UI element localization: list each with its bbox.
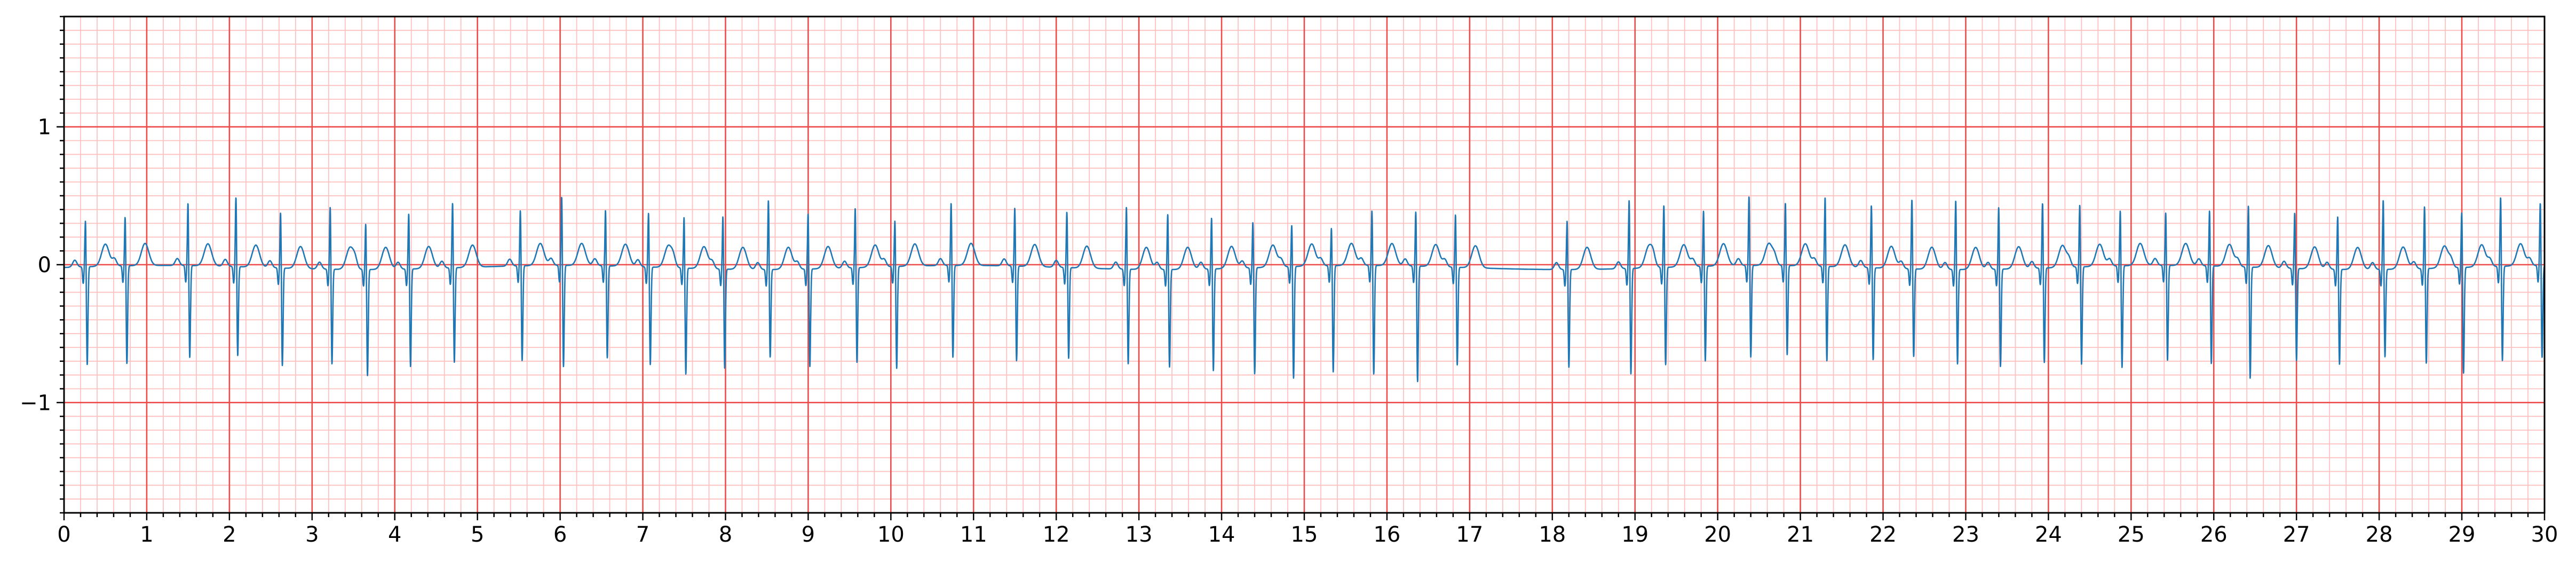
x-tick-label: 28 — [2366, 522, 2393, 547]
x-tick-label: 8 — [719, 522, 732, 547]
x-tick-label: 13 — [1125, 522, 1153, 547]
x-tick-label: 17 — [1456, 522, 1483, 547]
x-tick-label: 15 — [1291, 522, 1318, 547]
x-tick-label: 0 — [57, 522, 70, 547]
y-tick-label: 1 — [38, 115, 51, 140]
y-tick-label: 0 — [38, 253, 51, 277]
ecg-trace — [64, 196, 2546, 383]
x-tick-label: 2 — [223, 522, 236, 547]
x-axis-ticks: 0 1 2 3 4 5 6 7 8 9 10 11 12 13 14 15 16 17 18 19 20 21 22 23 24… — [57, 513, 2558, 547]
x-tick-label: 10 — [877, 522, 905, 547]
x-tick-label: 22 — [1869, 522, 1897, 547]
x-tick-label: 29 — [2448, 522, 2476, 547]
x-tick-label: 24 — [2035, 522, 2062, 547]
x-tick-label: 27 — [2283, 522, 2310, 547]
x-tick-label: 16 — [1373, 522, 1400, 547]
y-tick-label: −1 — [20, 391, 51, 415]
x-tick-label: 9 — [802, 522, 815, 547]
y-axis-ticks: 1 0 −1 — [20, 15, 64, 514]
x-tick-label: 25 — [2118, 522, 2145, 547]
x-tick-label: 3 — [305, 522, 319, 547]
x-tick-label: 7 — [636, 522, 649, 547]
x-tick-label: 1 — [140, 522, 153, 547]
x-tick-label: 18 — [1539, 522, 1566, 547]
ecg-series-line — [64, 196, 2546, 383]
x-tick-label: 6 — [553, 522, 567, 547]
x-tick-label: 4 — [388, 522, 401, 547]
x-tick-label: 23 — [1952, 522, 1979, 547]
x-tick-label: 19 — [1621, 522, 1648, 547]
x-tick-label: 30 — [2531, 522, 2558, 547]
x-tick-label: 21 — [1787, 522, 1814, 547]
x-tick-label: 26 — [2200, 522, 2228, 547]
x-tick-label: 5 — [471, 522, 484, 547]
x-tick-label: 11 — [960, 522, 987, 547]
x-tick-label: 20 — [1704, 522, 1731, 547]
x-tick-label: 14 — [1208, 522, 1235, 547]
x-tick-label: 12 — [1043, 522, 1070, 547]
